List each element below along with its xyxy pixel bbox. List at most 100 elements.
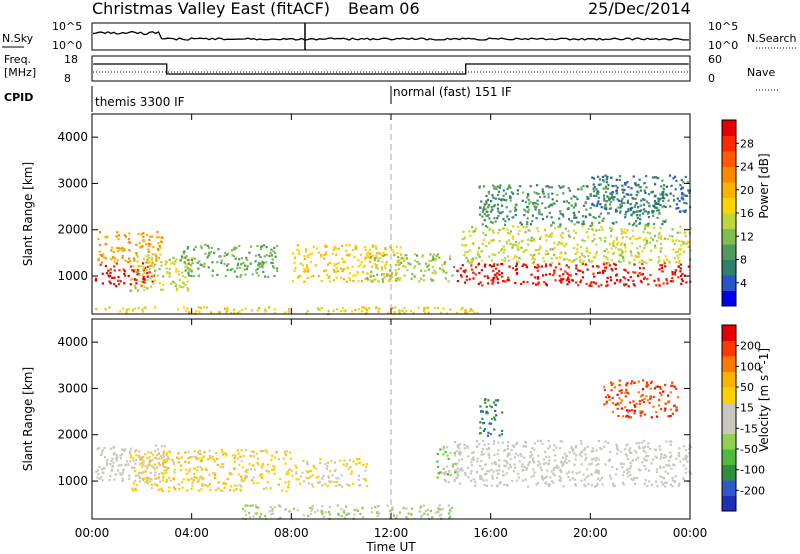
power-cell — [674, 188, 677, 191]
velocity-cell — [474, 484, 477, 487]
power-cell — [522, 191, 525, 194]
velocity-cell — [629, 447, 632, 450]
power-cell — [190, 274, 193, 278]
power-cell — [654, 194, 657, 197]
power-cell — [525, 249, 528, 252]
power-cell — [545, 185, 548, 188]
power-cell — [152, 282, 155, 285]
velocity-cell — [673, 404, 676, 407]
velocity-cell — [552, 472, 555, 475]
velocity-cell — [343, 459, 346, 462]
velocity-cell — [310, 512, 313, 516]
power-cell — [291, 280, 294, 283]
power-cell — [270, 248, 273, 251]
velocity-cell — [449, 510, 452, 513]
velocity-cell — [324, 462, 327, 465]
velocity-cell — [172, 486, 175, 489]
velocity-cell — [165, 466, 168, 469]
power-cell — [547, 185, 550, 188]
power-cell — [531, 220, 534, 223]
velocity-cell — [139, 457, 142, 460]
power-cell — [381, 260, 384, 263]
power-cell — [149, 277, 152, 280]
power-cell — [575, 267, 578, 270]
power-cell — [590, 281, 593, 284]
power-cell — [570, 220, 573, 223]
power-cell — [519, 221, 522, 224]
power-cell — [157, 249, 160, 252]
velocity-cell — [493, 416, 496, 419]
power-cell — [460, 275, 463, 278]
velocity-cell — [647, 455, 650, 458]
power-cell — [430, 259, 433, 262]
power-cell — [137, 264, 141, 268]
power-cell — [609, 242, 612, 245]
velocity-cell — [309, 506, 312, 509]
velocity-cell — [512, 470, 515, 473]
power-cell — [527, 194, 530, 197]
power-cell — [669, 205, 672, 208]
velocity-colorbar-swatch — [722, 371, 736, 388]
velocity-cell — [630, 451, 633, 454]
power-cell — [488, 255, 491, 258]
power-cell — [135, 282, 138, 285]
power-cell — [352, 280, 355, 283]
power-cell — [320, 306, 323, 310]
velocity-cell — [494, 399, 498, 402]
velocity-cell — [446, 473, 449, 476]
power-cell — [467, 259, 470, 262]
power-cell — [553, 246, 556, 250]
velocity-cell — [149, 464, 152, 467]
velocity-cell — [675, 387, 678, 390]
velocity-cell — [622, 462, 625, 465]
power-cell — [332, 268, 336, 272]
power-cell — [589, 193, 592, 196]
velocity-cell — [194, 456, 197, 459]
power-cell — [553, 241, 556, 245]
power-cell — [560, 277, 563, 280]
velocity-cell — [254, 512, 257, 515]
power-cell — [669, 192, 672, 195]
power-cell — [406, 269, 409, 272]
velocity-cell — [186, 478, 189, 481]
power-cell — [586, 195, 589, 199]
power-cell — [609, 227, 612, 230]
velocity-cell — [642, 439, 646, 442]
velocity-cell — [652, 405, 655, 408]
power-cell — [592, 194, 595, 197]
power-cell — [624, 182, 627, 185]
power-cell — [568, 218, 571, 221]
velocity-cell — [632, 400, 635, 403]
power-cell — [141, 274, 144, 277]
power-cell — [600, 283, 603, 286]
velocity-cell — [205, 468, 208, 472]
velocity-colorbar-swatch — [722, 356, 736, 372]
velocity-cell — [655, 480, 658, 483]
power-cell — [657, 199, 660, 202]
power-cell — [499, 184, 502, 187]
velocity-cell — [659, 391, 662, 395]
velocity-cell — [165, 459, 169, 462]
velocity-cell — [553, 467, 556, 470]
power-cell — [231, 254, 234, 257]
velocity-cell — [162, 476, 165, 479]
power-cell — [462, 270, 465, 273]
power-cell — [636, 190, 639, 193]
velocity-cell — [321, 505, 324, 508]
velocity-cell — [225, 483, 228, 486]
power-cell — [273, 312, 276, 315]
velocity-cell — [164, 461, 167, 464]
power-cell — [486, 226, 489, 229]
power-cell — [486, 215, 489, 218]
velocity-cell — [524, 478, 527, 481]
power-cell — [272, 265, 275, 268]
power-cell — [524, 201, 527, 204]
power-cell — [591, 222, 594, 225]
velocity-cell — [506, 444, 509, 447]
velocity-cell — [319, 458, 322, 461]
power-cell — [382, 254, 385, 257]
power-cell — [543, 260, 546, 263]
power-cell — [399, 276, 402, 280]
power-cell — [527, 202, 531, 205]
power-cell — [545, 249, 548, 253]
